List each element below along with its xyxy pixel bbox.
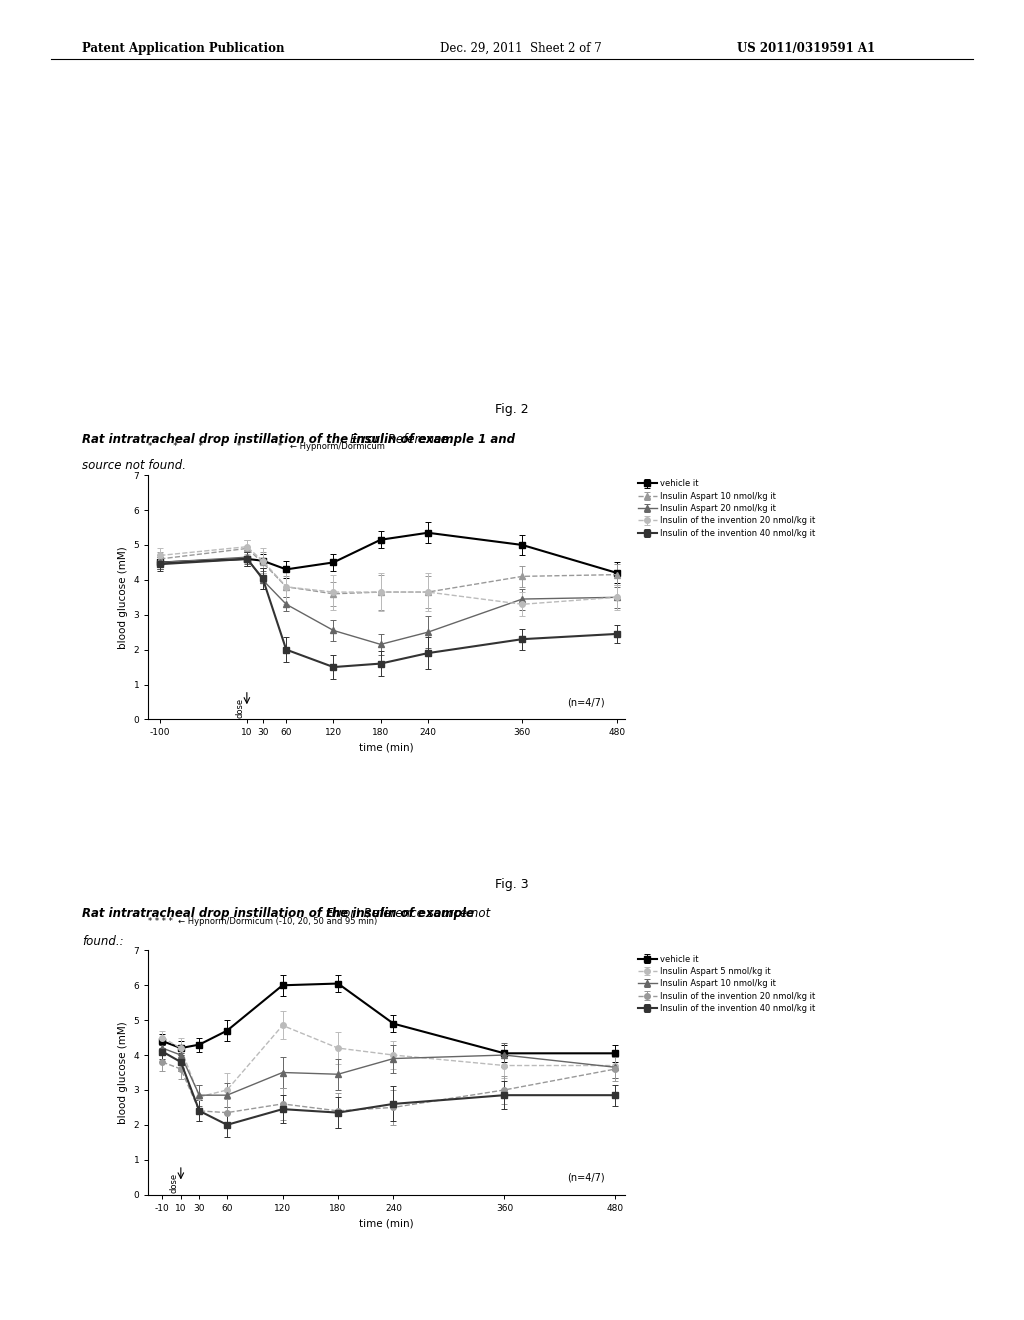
Text: Dec. 29, 2011  Sheet 2 of 7: Dec. 29, 2011 Sheet 2 of 7 [440,42,602,55]
Text: Rat intratracheal drop instillation of the insulin of example: Rat intratracheal drop instillation of t… [82,907,478,920]
Text: (n=4/7): (n=4/7) [567,697,605,708]
Text: (n=4/7): (n=4/7) [567,1172,605,1183]
Legend: vehicle it, Insulin Aspart 5 nmol/kg it, Insulin Aspart 10 nmol/kg it, Insulin o: vehicle it, Insulin Aspart 5 nmol/kg it,… [638,954,815,1012]
Text: * * * *  ← Hypnorm/Dormicum (-10, 20, 50 and 95 min): * * * * ← Hypnorm/Dormicum (-10, 20, 50 … [148,917,378,925]
Text: Rat intratracheal drop instillation of the insulin of example 1 and: Rat intratracheal drop instillation of t… [82,433,519,446]
Y-axis label: blood glucose (mM): blood glucose (mM) [118,1022,128,1123]
Text: US 2011/0319591 A1: US 2011/0319591 A1 [737,42,876,55]
Text: Fig. 3: Fig. 3 [496,878,528,891]
X-axis label: time (min): time (min) [359,743,414,752]
Text: source not found.: source not found. [82,459,186,473]
Text: Fig. 2: Fig. 2 [496,403,528,416]
Text: Patent Application Publication: Patent Application Publication [82,42,285,55]
Text: *        *        *             *              *   ← Hypnorm/Dormicum: * * * * * ← Hypnorm/Dormicum [148,442,385,451]
Text: found.:: found.: [82,935,124,948]
Text: dose: dose [169,1172,178,1193]
Y-axis label: blood glucose (mM): blood glucose (mM) [118,546,128,648]
X-axis label: time (min): time (min) [359,1218,414,1228]
Legend: vehicle it, Insulin Aspart 10 nmol/kg it, Insulin Aspart 20 nmol/kg it, Insulin : vehicle it, Insulin Aspart 10 nmol/kg it… [638,479,815,537]
Text: Error! Reference source not: Error! Reference source not [327,907,490,920]
Text: dose: dose [236,697,245,718]
Text: Error! Reference: Error! Reference [350,433,447,446]
